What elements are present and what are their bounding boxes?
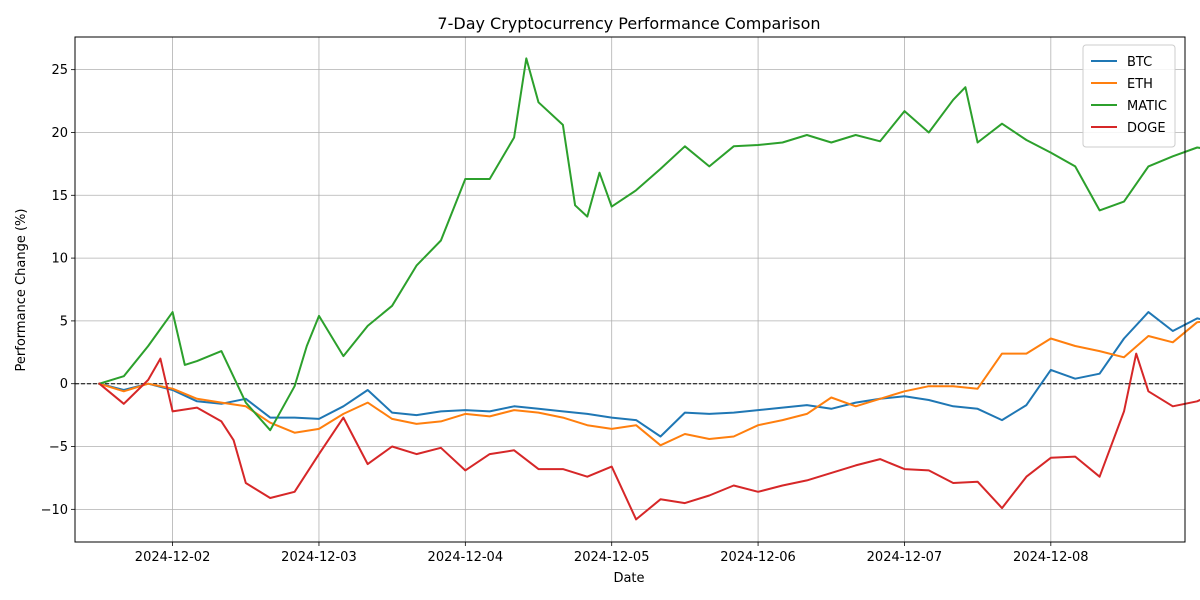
y-axis-label: Performance Change (%) — [14, 209, 29, 372]
y-tick-label: 15 — [51, 189, 68, 204]
chart-title: 7-Day Cryptocurrency Performance Compari… — [437, 14, 820, 33]
series-line-matic — [98, 57, 1200, 432]
legend: BTC ETH MATIC DOGE — [1082, 44, 1176, 148]
y-tick-label: 20 — [51, 126, 68, 141]
series-line-doge — [97, 352, 1200, 521]
y-tick-label: −5 — [49, 440, 68, 455]
x-tick-label: 2024-12-04 — [428, 550, 504, 565]
x-tick-label: 2024-12-06 — [720, 550, 796, 565]
x-axis-label: Date — [613, 571, 644, 586]
x-tick-label: 2024-12-03 — [281, 550, 357, 565]
y-axis-ticks: −10 −5 0 5 10 15 20 25 — [41, 63, 75, 518]
y-tick-label: −10 — [41, 503, 68, 518]
y-tick-label: 0 — [60, 377, 68, 392]
y-tick-label: 10 — [51, 252, 68, 267]
series-line-eth — [98, 320, 1200, 447]
x-tick-label: 2024-12-08 — [1013, 550, 1089, 565]
plot-area-frame — [74, 36, 1186, 543]
y-tick-label: 5 — [60, 314, 68, 329]
x-tick-label: 2024-12-07 — [867, 550, 943, 565]
x-tick-label: 2024-12-05 — [574, 550, 650, 565]
legend-label-doge: DOGE — [1127, 121, 1166, 136]
x-axis-ticks: 2024-12-02 2024-12-03 2024-12-04 2024-12-05… — [135, 542, 1089, 565]
y-tick-label: 25 — [51, 63, 68, 78]
series-line-btc — [98, 311, 1200, 438]
x-tick-label: 2024-12-02 — [135, 550, 211, 565]
legend-label-btc: BTC — [1127, 55, 1152, 70]
legend-label-eth: ETH — [1127, 77, 1153, 92]
legend-box — [1082, 44, 1176, 148]
series-lines — [97, 57, 1200, 521]
legend-label-matic: MATIC — [1127, 99, 1167, 114]
